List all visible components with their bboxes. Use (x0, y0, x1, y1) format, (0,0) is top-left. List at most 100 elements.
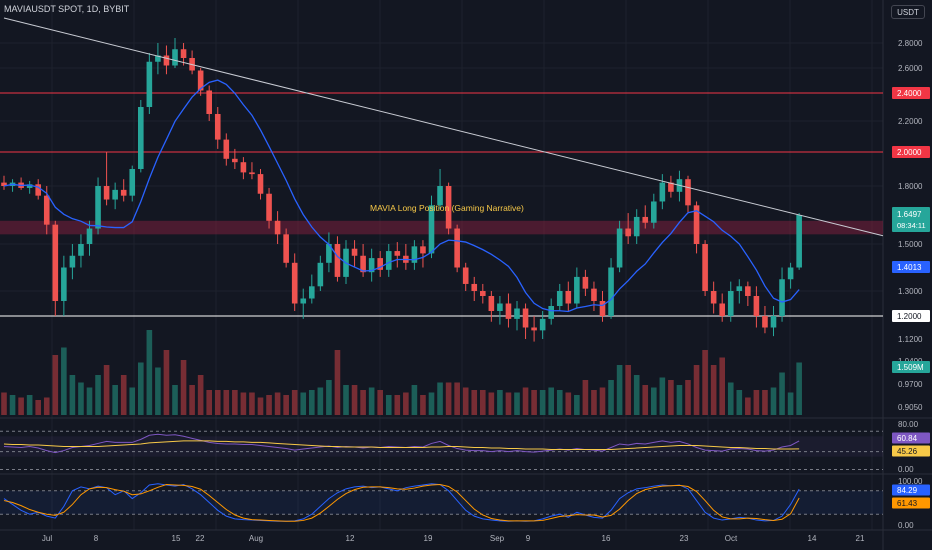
candle-body (497, 303, 503, 311)
candle-body (668, 182, 674, 192)
price-tick-label: 2.8000 (898, 39, 923, 48)
candle-body (385, 251, 392, 270)
date-tick-label: 8 (94, 534, 99, 543)
volume-bar (394, 395, 401, 415)
volume-bar (26, 395, 33, 415)
volume-bar (420, 395, 426, 415)
price-tick-label: 1.3000 (898, 287, 923, 296)
candle-body (787, 267, 794, 280)
candle-body (197, 70, 204, 91)
candle-body (334, 244, 341, 277)
volume-bar (539, 390, 546, 415)
price-tick-label: 0.9050 (898, 403, 923, 412)
volume-bar (206, 390, 212, 415)
volume-bar (651, 387, 657, 415)
date-tick-label: 16 (602, 534, 611, 543)
volume-bar (103, 365, 110, 415)
level-badge-2400-text: 2.4000 (897, 89, 922, 98)
date-tick-label: Jul (42, 534, 52, 543)
stoch-tick-label: 0.00 (898, 521, 914, 530)
date-tick-label: 15 (172, 534, 181, 543)
symbol-header: MAVIAUSDT SPOT, 1D, BYBIT (4, 4, 130, 14)
volume-bar (556, 390, 563, 415)
candle-body (702, 244, 708, 291)
volume-bar (223, 390, 230, 415)
date-tick-label: 21 (856, 534, 865, 543)
ma-value-badge-text: 1.4013 (897, 263, 922, 272)
volume-bar (522, 387, 529, 415)
candle-body (257, 174, 264, 194)
volume-bar (727, 382, 734, 415)
volume-bar (582, 380, 589, 415)
volume-bar (574, 395, 580, 415)
volume-bar (317, 387, 324, 415)
price-tick-label: 0.9700 (898, 380, 923, 389)
candle-body (86, 228, 93, 244)
candle-body (633, 216, 640, 237)
volume-bar (710, 365, 717, 415)
volume-bar (78, 382, 84, 415)
candle-body (625, 228, 631, 237)
volume-bar (548, 387, 554, 415)
level-badge-1200 (892, 310, 930, 322)
candle-body (445, 186, 452, 229)
volume-bar (796, 362, 802, 415)
candle-body (326, 244, 332, 263)
candle-body (539, 318, 546, 331)
candle-body (556, 291, 563, 306)
candle-body (779, 279, 785, 316)
candle-body (727, 291, 734, 316)
volume-bar (291, 390, 298, 415)
volume-bar (180, 360, 187, 415)
volume-bar (497, 390, 503, 415)
volume-bar (360, 390, 366, 415)
price-tick-label: 1.1200 (898, 335, 923, 344)
volume-bar (300, 392, 307, 415)
volume-bar (514, 392, 520, 415)
volume-bar (599, 387, 606, 415)
volume-bar (18, 397, 24, 415)
volume-bar (668, 380, 674, 415)
volume-bar (633, 375, 640, 415)
volume-bar (351, 385, 358, 415)
volume-bar (163, 350, 170, 415)
candle-body (710, 291, 717, 304)
candle-body (719, 303, 725, 316)
volume-bar (762, 390, 768, 415)
volume-bar (274, 392, 281, 415)
volume-value-badge (892, 361, 930, 373)
last-price-badge (892, 207, 930, 232)
candle-body (599, 301, 606, 316)
volume-bar (214, 390, 221, 415)
stoch-k-badge (892, 484, 930, 496)
candle-body (232, 158, 238, 163)
candle-body (420, 246, 426, 254)
volume-bar (120, 375, 127, 415)
volume-bar (129, 387, 136, 415)
volume-bar (240, 392, 247, 415)
price-tick-label: 1.8000 (898, 182, 923, 191)
date-tick-label: 22 (196, 534, 205, 543)
volume-bar (61, 347, 67, 415)
candle-body (317, 262, 324, 287)
candle-body (103, 186, 110, 200)
volume-bar (403, 392, 409, 415)
volume-bar (787, 392, 794, 415)
candle-body (172, 49, 178, 66)
volume-bar (437, 382, 443, 415)
candle-body (1, 182, 7, 186)
currency-button[interactable]: USDT (891, 5, 925, 19)
descending-trendline (3, 17, 884, 237)
volume-bar (138, 362, 144, 415)
volume-bar (659, 377, 666, 415)
volume-bar (86, 387, 93, 415)
volume-bar (462, 387, 469, 415)
annotation-label: MAVIA Long Position (Gaming Narrative) (370, 203, 524, 213)
candle-body (95, 186, 101, 229)
candle-body (642, 216, 649, 223)
candle-body (762, 316, 768, 328)
rsi-tick-label: 0.00 (898, 465, 914, 474)
volume-bar (736, 390, 743, 415)
volume-bar (719, 357, 725, 415)
